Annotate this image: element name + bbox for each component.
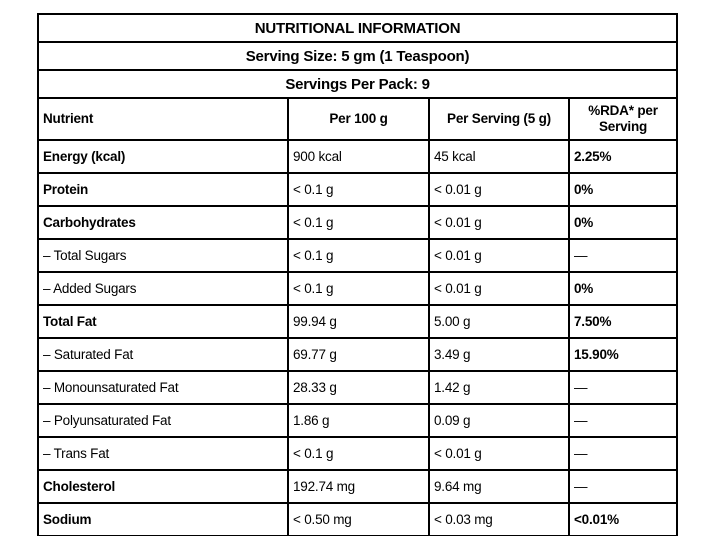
nutrition-table: NUTRITIONAL INFORMATION Serving Size: 5 …: [36, 13, 679, 536]
table-row-trans-fat: – Trans Fat < 0.1 g < 0.01 g —: [37, 436, 679, 471]
rda-cell: —: [567, 370, 679, 405]
table-row-protein: Protein < 0.1 g < 0.01 g 0%: [37, 172, 679, 207]
per-serving-cell: < 0.01 g: [428, 238, 570, 273]
rda-cell: 7.50%: [567, 304, 679, 339]
table-row-polyunsaturated-fat: – Polyunsaturated Fat 1.86 g 0.09 g —: [37, 403, 679, 438]
per-100g-cell: < 0.1 g: [287, 205, 430, 240]
rda-cell: 2.25%: [567, 139, 679, 174]
per-100g-cell: 192.74 mg: [287, 469, 430, 504]
servings-per-pack-text: Servings Per Pack: 9: [36, 69, 679, 99]
per-100g-cell: < 0.1 g: [287, 238, 430, 273]
nutrient-cell: – Monounsaturated Fat: [37, 370, 289, 405]
rda-cell: —: [567, 238, 679, 273]
column-header-nutrient: Nutrient: [37, 97, 289, 141]
per-100g-cell: 900 kcal: [287, 139, 430, 174]
per-serving-cell: 1.42 g: [428, 370, 570, 405]
per-100g-cell: < 0.1 g: [287, 436, 430, 471]
nutrient-cell: Cholesterol: [37, 469, 289, 504]
per-100g-cell: 69.77 g: [287, 337, 430, 372]
table-row-monounsaturated-fat: – Monounsaturated Fat 28.33 g 1.42 g —: [37, 370, 679, 405]
per-100g-cell: < 0.50 mg: [287, 502, 430, 536]
per-serving-cell: 45 kcal: [428, 139, 570, 174]
per-serving-cell: < 0.01 g: [428, 271, 570, 306]
rda-cell: 0%: [567, 205, 679, 240]
serving-size-row: Serving Size: 5 gm (1 Teaspoon): [36, 41, 679, 71]
rda-cell: —: [567, 469, 679, 504]
column-header-per-serving: Per Serving (5 g): [428, 97, 570, 141]
table-row-added-sugars: – Added Sugars < 0.1 g < 0.01 g 0%: [37, 271, 679, 306]
per-serving-cell: < 0.01 g: [428, 436, 570, 471]
nutrient-cell: Energy (kcal): [37, 139, 289, 174]
nutrient-cell: Sodium: [37, 502, 289, 536]
nutrient-cell: – Polyunsaturated Fat: [37, 403, 289, 438]
per-100g-cell: 99.94 g: [287, 304, 430, 339]
table-row-saturated-fat: – Saturated Fat 69.77 g 3.49 g 15.90%: [37, 337, 679, 372]
table-row-cholesterol: Cholesterol 192.74 mg 9.64 mg —: [37, 469, 679, 504]
per-100g-cell: 28.33 g: [287, 370, 430, 405]
nutrient-cell: – Total Sugars: [37, 238, 289, 273]
nutrient-cell: – Trans Fat: [37, 436, 289, 471]
rda-cell: —: [567, 436, 679, 471]
per-100g-cell: 1.86 g: [287, 403, 430, 438]
rda-cell: 0%: [567, 271, 679, 306]
rda-cell: <0.01%: [567, 502, 679, 536]
title-row: NUTRITIONAL INFORMATION: [36, 13, 679, 43]
column-header-row: Nutrient Per 100 g Per Serving (5 g) %RD…: [37, 97, 679, 141]
per-100g-cell: < 0.1 g: [287, 271, 430, 306]
table-row-sodium: Sodium < 0.50 mg < 0.03 mg <0.01%: [37, 502, 679, 536]
nutrient-cell: Total Fat: [37, 304, 289, 339]
per-serving-cell: 5.00 g: [428, 304, 570, 339]
nutrient-cell: – Added Sugars: [37, 271, 289, 306]
column-header-rda: %RDA* per Serving: [567, 97, 679, 141]
rda-cell: 0%: [567, 172, 679, 207]
per-serving-cell: < 0.03 mg: [428, 502, 570, 536]
serving-size-text: Serving Size: 5 gm (1 Teaspoon): [36, 41, 679, 71]
per-100g-cell: < 0.1 g: [287, 172, 430, 207]
per-serving-cell: 9.64 mg: [428, 469, 570, 504]
per-serving-cell: < 0.01 g: [428, 205, 570, 240]
nutrient-cell: Protein: [37, 172, 289, 207]
table-row-total-sugars: – Total Sugars < 0.1 g < 0.01 g —: [37, 238, 679, 273]
servings-per-pack-row: Servings Per Pack: 9: [36, 69, 679, 99]
nutrient-cell: Carbohydrates: [37, 205, 289, 240]
column-header-per100g: Per 100 g: [287, 97, 430, 141]
nutrient-cell: – Saturated Fat: [37, 337, 289, 372]
rda-cell: —: [567, 403, 679, 438]
table-row-energy: Energy (kcal) 900 kcal 45 kcal 2.25%: [37, 139, 679, 174]
per-serving-cell: 3.49 g: [428, 337, 570, 372]
per-serving-cell: 0.09 g: [428, 403, 570, 438]
table-row-total-fat: Total Fat 99.94 g 5.00 g 7.50%: [37, 304, 679, 339]
table-row-carbohydrates: Carbohydrates < 0.1 g < 0.01 g 0%: [37, 205, 679, 240]
page-title: NUTRITIONAL INFORMATION: [36, 13, 679, 43]
per-serving-cell: < 0.01 g: [428, 172, 570, 207]
rda-cell: 15.90%: [567, 337, 679, 372]
